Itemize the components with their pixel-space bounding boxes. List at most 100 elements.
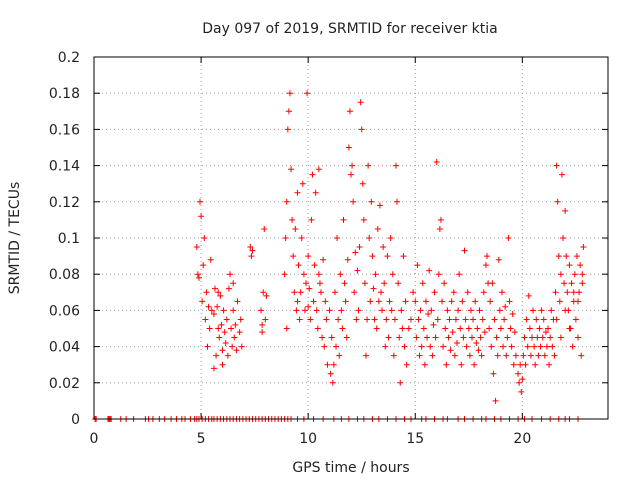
data-point	[456, 271, 463, 278]
data-point	[360, 216, 367, 223]
data-point	[202, 316, 209, 323]
data-point	[397, 379, 404, 386]
data-point	[560, 235, 567, 241]
data-point	[305, 253, 312, 260]
data-point	[262, 316, 269, 323]
data-point	[490, 370, 497, 377]
data-point	[447, 347, 454, 354]
data-point	[481, 329, 488, 336]
data-point	[286, 90, 293, 97]
data-point	[288, 166, 295, 173]
data-point	[487, 298, 494, 305]
data-point	[207, 256, 214, 263]
data-point	[231, 334, 238, 341]
data-point	[424, 334, 431, 341]
data-point	[322, 298, 329, 305]
data-point	[413, 334, 420, 341]
data-point	[460, 334, 467, 341]
data-point	[467, 307, 474, 314]
data-point	[398, 307, 405, 314]
data-point	[442, 325, 449, 332]
data-point	[477, 334, 484, 341]
data-point	[327, 370, 334, 377]
data-point	[298, 235, 305, 241]
data-point	[508, 343, 515, 350]
data-point	[523, 316, 530, 323]
data-point	[528, 334, 535, 341]
data-point	[542, 329, 549, 336]
data-point	[548, 307, 555, 314]
data-point	[366, 235, 373, 241]
data-point	[422, 298, 429, 305]
data-point	[535, 352, 542, 359]
data-point	[362, 352, 369, 359]
data-point	[348, 171, 354, 178]
data-point	[283, 198, 290, 205]
data-point	[551, 352, 558, 359]
data-point	[316, 280, 323, 287]
data-point	[435, 271, 442, 278]
x-tick-labels: 0 5 10 15 20	[90, 431, 532, 447]
data-point	[511, 329, 518, 336]
data-point	[416, 352, 423, 359]
data-point	[300, 271, 307, 278]
axis-ticks	[93, 56, 608, 420]
data-point	[390, 352, 397, 359]
data-point	[263, 292, 270, 299]
data-point	[194, 271, 201, 278]
data-point	[339, 325, 346, 332]
data-point	[537, 343, 544, 350]
data-point	[376, 202, 383, 209]
data-point	[494, 352, 501, 359]
data-point	[329, 379, 336, 386]
data-point	[318, 289, 325, 296]
data-point	[405, 325, 412, 332]
data-point	[314, 325, 321, 332]
data-point	[387, 235, 394, 241]
data-point	[440, 343, 447, 350]
data-point	[470, 316, 477, 323]
data-point	[236, 329, 243, 336]
y-tick-label: 0.16	[49, 122, 80, 138]
y-tick-label: 0.08	[49, 267, 80, 283]
data-point	[335, 316, 342, 323]
data-point	[461, 247, 468, 254]
data-point	[556, 298, 563, 305]
data-point	[578, 352, 585, 359]
data-point	[558, 171, 565, 178]
data-point	[399, 325, 406, 332]
data-point	[354, 267, 361, 274]
x-tick-label: 15	[406, 431, 424, 447]
data-point	[388, 307, 395, 314]
data-point	[371, 316, 378, 323]
data-point	[418, 343, 425, 350]
data-point	[500, 343, 507, 350]
data-point	[307, 316, 314, 323]
data-point	[334, 235, 341, 241]
data-point	[563, 253, 570, 260]
data-point	[436, 225, 443, 232]
data-point	[353, 316, 360, 323]
data-point	[212, 285, 219, 292]
data-point	[338, 307, 345, 314]
data-point	[215, 325, 222, 332]
data-point	[205, 303, 212, 310]
data-point	[443, 361, 450, 368]
data-point	[562, 207, 569, 214]
data-point	[480, 289, 487, 296]
data-point	[341, 280, 348, 287]
data-point	[203, 289, 210, 296]
data-point	[417, 307, 424, 314]
data-point	[210, 365, 217, 372]
data-point	[553, 316, 560, 323]
data-point	[315, 271, 322, 278]
data-point	[425, 311, 432, 318]
data-point	[495, 256, 502, 263]
data-point	[344, 256, 351, 263]
data-point	[311, 262, 318, 269]
data-point	[258, 307, 265, 314]
data-point	[283, 325, 290, 332]
data-point	[306, 285, 313, 292]
data-point	[576, 289, 583, 296]
